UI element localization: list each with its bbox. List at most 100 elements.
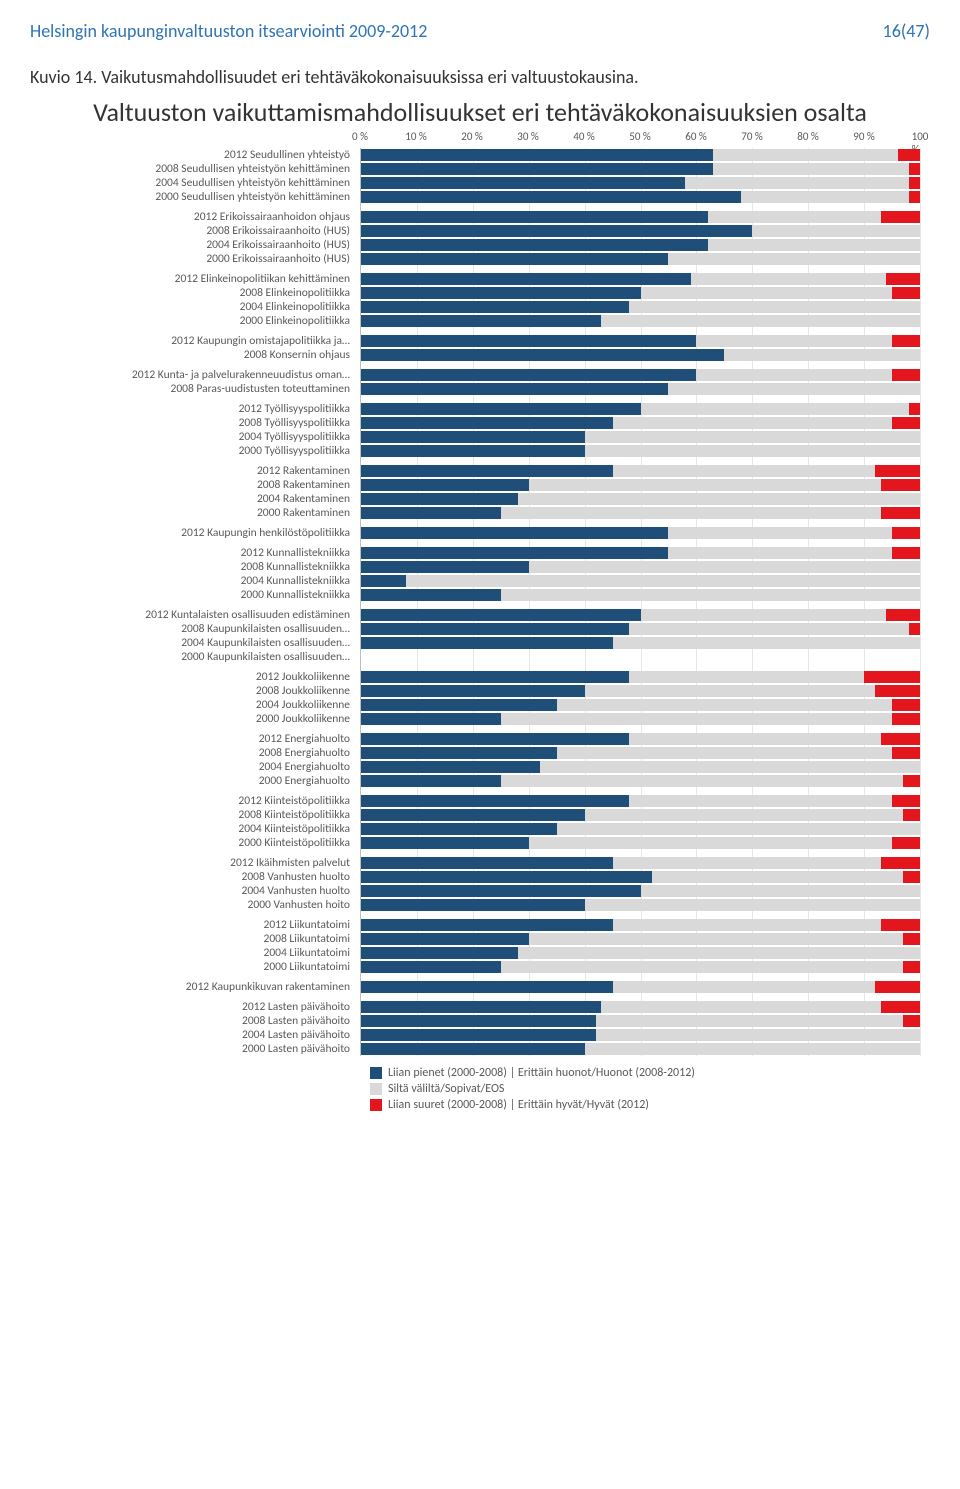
bar-stack	[361, 445, 920, 457]
bar-stack	[361, 211, 920, 223]
bar-segment-high	[892, 527, 920, 539]
bar-row: 2004 Seudullisen yhteistyön kehittäminen	[361, 176, 920, 190]
bar-row: 2012 Kunta- ja palvelurakenneuudistus om…	[361, 368, 920, 382]
bar-segment-mid	[557, 699, 892, 711]
bar-segment-high	[892, 335, 920, 347]
bar-segment-mid	[601, 1001, 881, 1013]
bar-label: 2012 Liikuntatoimi	[26, 918, 356, 932]
bar-segment-low	[361, 253, 668, 265]
chart-plot: 2012 Seudullinen yhteistyö2008 Seudullis…	[360, 148, 920, 1056]
bar-row: 2004 Erikoissairaanhoito (HUS)	[361, 238, 920, 252]
bar-segment-high	[898, 149, 920, 161]
bar-segment-low	[361, 713, 501, 725]
bar-segment-mid	[585, 445, 920, 457]
legend-label: Siltä väliltä/Sopivat/EOS	[388, 1082, 504, 1096]
bar-segment-mid	[501, 713, 892, 725]
axis-tick-label: 80 %	[797, 130, 819, 143]
bar-segment-low	[361, 589, 501, 601]
bar-stack	[361, 369, 920, 381]
bar-segment-mid	[629, 733, 881, 745]
bar-group: 2012 Ikäihmisten palvelut2008 Vanhusten …	[361, 856, 920, 912]
bar-stack	[361, 609, 920, 621]
bar-label: 2012 Energiahuolto	[26, 732, 356, 746]
bar-stack	[361, 417, 920, 429]
bar-label: 2004 Työllisyyspolitiikka	[26, 430, 356, 444]
header-title: Helsingin kaupunginvaltuuston itsearvioi…	[30, 20, 427, 42]
bar-segment-low	[361, 287, 641, 299]
bar-stack	[361, 775, 920, 787]
bar-label: 2000 Lasten päivähoito	[26, 1042, 356, 1056]
bar-label: 2004 Joukkoliikenne	[26, 698, 356, 712]
bar-segment-mid	[668, 527, 892, 539]
bar-row: 2004 Kiinteistöpolitiikka	[361, 822, 920, 836]
bar-label: 2000 Erikoissairaanhoito (HUS)	[26, 252, 356, 266]
bar-row: 2000 Seudullisen yhteistyön kehittäminen	[361, 190, 920, 204]
bar-label: 2008 Kiinteistöpolitiikka	[26, 808, 356, 822]
bar-segment-mid	[713, 149, 897, 161]
bar-row: 2008 Joukkoliikenne	[361, 684, 920, 698]
bar-segment-high	[881, 857, 920, 869]
bar-segment-low	[361, 699, 557, 711]
bar-row: 2012 Seudullinen yhteistyö	[361, 148, 920, 162]
bar-row: 2000 Erikoissairaanhoito (HUS)	[361, 252, 920, 266]
bar-row: 2000 Liikuntatoimi	[361, 960, 920, 974]
bar-stack	[361, 809, 920, 821]
axis-tick-label: 30 %	[517, 130, 539, 143]
axis-tick-label: 60 %	[685, 130, 707, 143]
bar-segment-low	[361, 445, 585, 457]
bar-segment-low	[361, 609, 641, 621]
chart-legend: Liian pienet (2000-2008) | Erittäin huon…	[370, 1066, 930, 1112]
bar-label: 2012 Erikoissairaanhoidon ohjaus	[26, 210, 356, 224]
bar-segment-low	[361, 575, 406, 587]
bar-row: 2000 Kaupunkilaisten osallisuuden…	[361, 650, 920, 664]
bar-segment-low	[361, 561, 529, 573]
bar-segment-high	[892, 417, 920, 429]
bar-label: 2012 Rakentaminen	[26, 464, 356, 478]
bar-stack	[361, 225, 920, 237]
bar-segment-low	[361, 527, 668, 539]
bar-stack	[361, 177, 920, 189]
bar-row: 2000 Kunnallistekniikka	[361, 588, 920, 602]
bar-segment-mid	[629, 795, 892, 807]
bar-segment-low	[361, 301, 629, 313]
bar-row: 2012 Kaupungin omistajapolitiikka ja…	[361, 334, 920, 348]
bar-stack	[361, 403, 920, 415]
bar-stack	[361, 589, 920, 601]
bar-segment-high	[881, 919, 920, 931]
bar-row: 2000 Kiinteistöpolitiikka	[361, 836, 920, 850]
bar-label: 2008 Kaupunkilaisten osallisuuden…	[26, 622, 356, 636]
bar-row: 2008 Kunnallistekniikka	[361, 560, 920, 574]
bar-label: 2004 Kunnallistekniikka	[26, 574, 356, 588]
bar-stack	[361, 561, 920, 573]
bar-stack	[361, 685, 920, 697]
bar-label: 2008 Vanhusten huolto	[26, 870, 356, 884]
header-page-number: 16(47)	[883, 20, 930, 42]
bar-segment-low	[361, 225, 752, 237]
bar-segment-high	[881, 211, 920, 223]
bar-row: 2008 Työllisyyspolitiikka	[361, 416, 920, 430]
bar-stack	[361, 761, 920, 773]
bar-label: 2008 Työllisyyspolitiikka	[26, 416, 356, 430]
bar-label: 2004 Kiinteistöpolitiikka	[26, 822, 356, 836]
bar-stack	[361, 465, 920, 477]
bar-segment-low	[361, 885, 641, 897]
bar-label: 2000 Seudullisen yhteistyön kehittäminen	[26, 190, 356, 204]
axis-tick-label: 40 %	[573, 130, 595, 143]
bar-segment-low	[361, 479, 529, 491]
bar-stack	[361, 547, 920, 559]
bar-segment-mid	[668, 547, 892, 559]
bar-segment-high	[881, 1001, 920, 1013]
bar-segment-high	[909, 177, 920, 189]
bar-group: 2012 Kaupungin omistajapolitiikka ja…200…	[361, 334, 920, 362]
bar-stack	[361, 191, 920, 203]
bar-row: 2004 Lasten päivähoito	[361, 1028, 920, 1042]
bar-segment-high	[881, 733, 920, 745]
bar-stack	[361, 747, 920, 759]
bar-segment-low	[361, 335, 696, 347]
bar-label: 2000 Elinkeinopolitiikka	[26, 314, 356, 328]
bar-segment-low	[361, 795, 629, 807]
bar-segment-mid	[629, 623, 909, 635]
bar-label: 2008 Elinkeinopolitiikka	[26, 286, 356, 300]
bar-row: 2000 Lasten päivähoito	[361, 1042, 920, 1056]
bar-label: 2008 Lasten päivähoito	[26, 1014, 356, 1028]
